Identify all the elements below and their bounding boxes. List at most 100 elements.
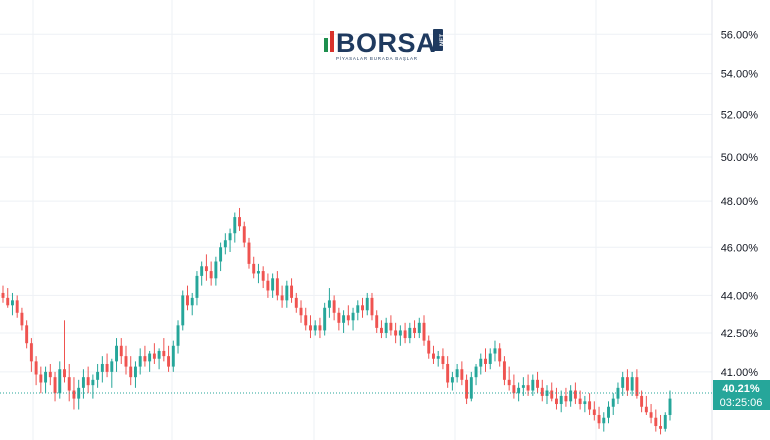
- candle-down: [294, 292, 298, 313]
- logo-suffix: NET: [440, 34, 446, 46]
- candle-body: [72, 390, 76, 399]
- candle-down: [484, 348, 487, 372]
- candle-body: [247, 242, 251, 264]
- candle-body: [25, 325, 29, 344]
- candle-body: [640, 395, 644, 407]
- candle-body: [659, 426, 663, 429]
- candle-body: [261, 271, 265, 281]
- y-tick-label[interactable]: 56.00%: [721, 29, 759, 41]
- candle-down: [280, 285, 284, 308]
- candle-up: [479, 353, 483, 375]
- y-tick-label[interactable]: 48.00%: [721, 196, 759, 208]
- candle-body: [1, 292, 5, 298]
- candle-body: [200, 266, 204, 276]
- candle-body: [186, 295, 189, 306]
- candle-down: [498, 343, 502, 367]
- candle-body: [105, 363, 109, 372]
- candle-down: [29, 338, 33, 372]
- candle-body: [550, 390, 554, 399]
- candle-body: [152, 353, 156, 359]
- candle-up: [96, 363, 100, 388]
- candle-up: [200, 261, 204, 286]
- candle-body: [545, 390, 549, 396]
- y-tick-label[interactable]: 41.00%: [721, 367, 759, 379]
- candle-body: [238, 217, 241, 227]
- candle-body: [228, 233, 232, 241]
- candle-body: [517, 387, 521, 394]
- candle-up: [621, 371, 625, 396]
- candle-down: [162, 338, 166, 362]
- candle-up: [493, 340, 497, 362]
- candle-up: [450, 371, 454, 391]
- candle-body: [432, 353, 435, 359]
- candle-body: [81, 377, 85, 388]
- candle-body: [555, 398, 558, 405]
- price-axis[interactable]: 41.00% 42.50% 44.00% 46.00% 48.00% 50.00% 52.0…: [721, 29, 759, 379]
- candle-down: [318, 317, 322, 339]
- candle-up: [436, 350, 440, 367]
- candle-body: [53, 377, 57, 394]
- candle-body: [242, 226, 246, 243]
- y-tick-label[interactable]: 42.50%: [721, 328, 759, 340]
- candle-down: [422, 315, 426, 346]
- candle-down: [635, 369, 639, 399]
- candle-body: [337, 312, 341, 323]
- y-tick-label[interactable]: 52.00%: [721, 110, 759, 122]
- candle-body: [460, 369, 464, 380]
- candle-up: [559, 390, 563, 413]
- candle-up: [569, 385, 573, 407]
- candle-up: [214, 256, 218, 286]
- candle-body: [10, 300, 14, 306]
- candle-down: [266, 273, 270, 298]
- candle-down: [413, 320, 417, 339]
- borsa-net-logo: BORSA NET PİYASALAR BURADA BAŞLAR: [324, 28, 446, 61]
- candle-body: [209, 271, 213, 279]
- y-tick-label[interactable]: 54.00%: [721, 69, 759, 81]
- candle-down: [105, 353, 109, 378]
- candle-body: [181, 295, 185, 326]
- candle-body: [294, 297, 298, 308]
- candle-down: [446, 356, 450, 388]
- candle-body: [592, 409, 596, 415]
- y-tick-label[interactable]: 50.00%: [721, 152, 759, 164]
- candle-body: [427, 340, 431, 354]
- y-tick-label[interactable]: 46.00%: [721, 242, 759, 254]
- candle-down: [649, 404, 653, 424]
- candle-down: [247, 237, 251, 269]
- y-tick-label[interactable]: 44.00%: [721, 290, 759, 302]
- candle-body: [389, 322, 393, 331]
- candle-body: [469, 377, 473, 399]
- candle-down: [238, 207, 241, 231]
- candle-up: [365, 292, 369, 316]
- candle-up: [233, 212, 237, 243]
- candle-body: [313, 325, 317, 331]
- candle-down: [39, 366, 43, 394]
- candle-down: [502, 356, 506, 386]
- candle-up: [474, 363, 478, 386]
- candle-up: [607, 401, 610, 424]
- candle-body: [365, 297, 369, 311]
- candle-up: [313, 320, 317, 336]
- candle-down: [592, 401, 596, 421]
- candle-up: [77, 379, 81, 410]
- candle-down: [252, 256, 256, 279]
- candle-up: [138, 348, 142, 375]
- candle-body: [488, 353, 492, 364]
- logo-red-bar: [330, 31, 334, 52]
- candle-up: [327, 288, 331, 318]
- candle-body: [607, 406, 610, 418]
- candle-down: [204, 254, 208, 281]
- candle-body: [569, 390, 573, 402]
- candle-down: [379, 320, 383, 339]
- candle-body: [48, 371, 52, 378]
- candle-up: [583, 395, 587, 413]
- candle-up: [171, 340, 175, 372]
- candle-body: [654, 417, 658, 427]
- candle-up: [148, 350, 152, 372]
- candle-up: [133, 361, 137, 388]
- candle-body: [446, 363, 450, 383]
- candle-body: [280, 295, 284, 301]
- candle-body: [644, 406, 648, 413]
